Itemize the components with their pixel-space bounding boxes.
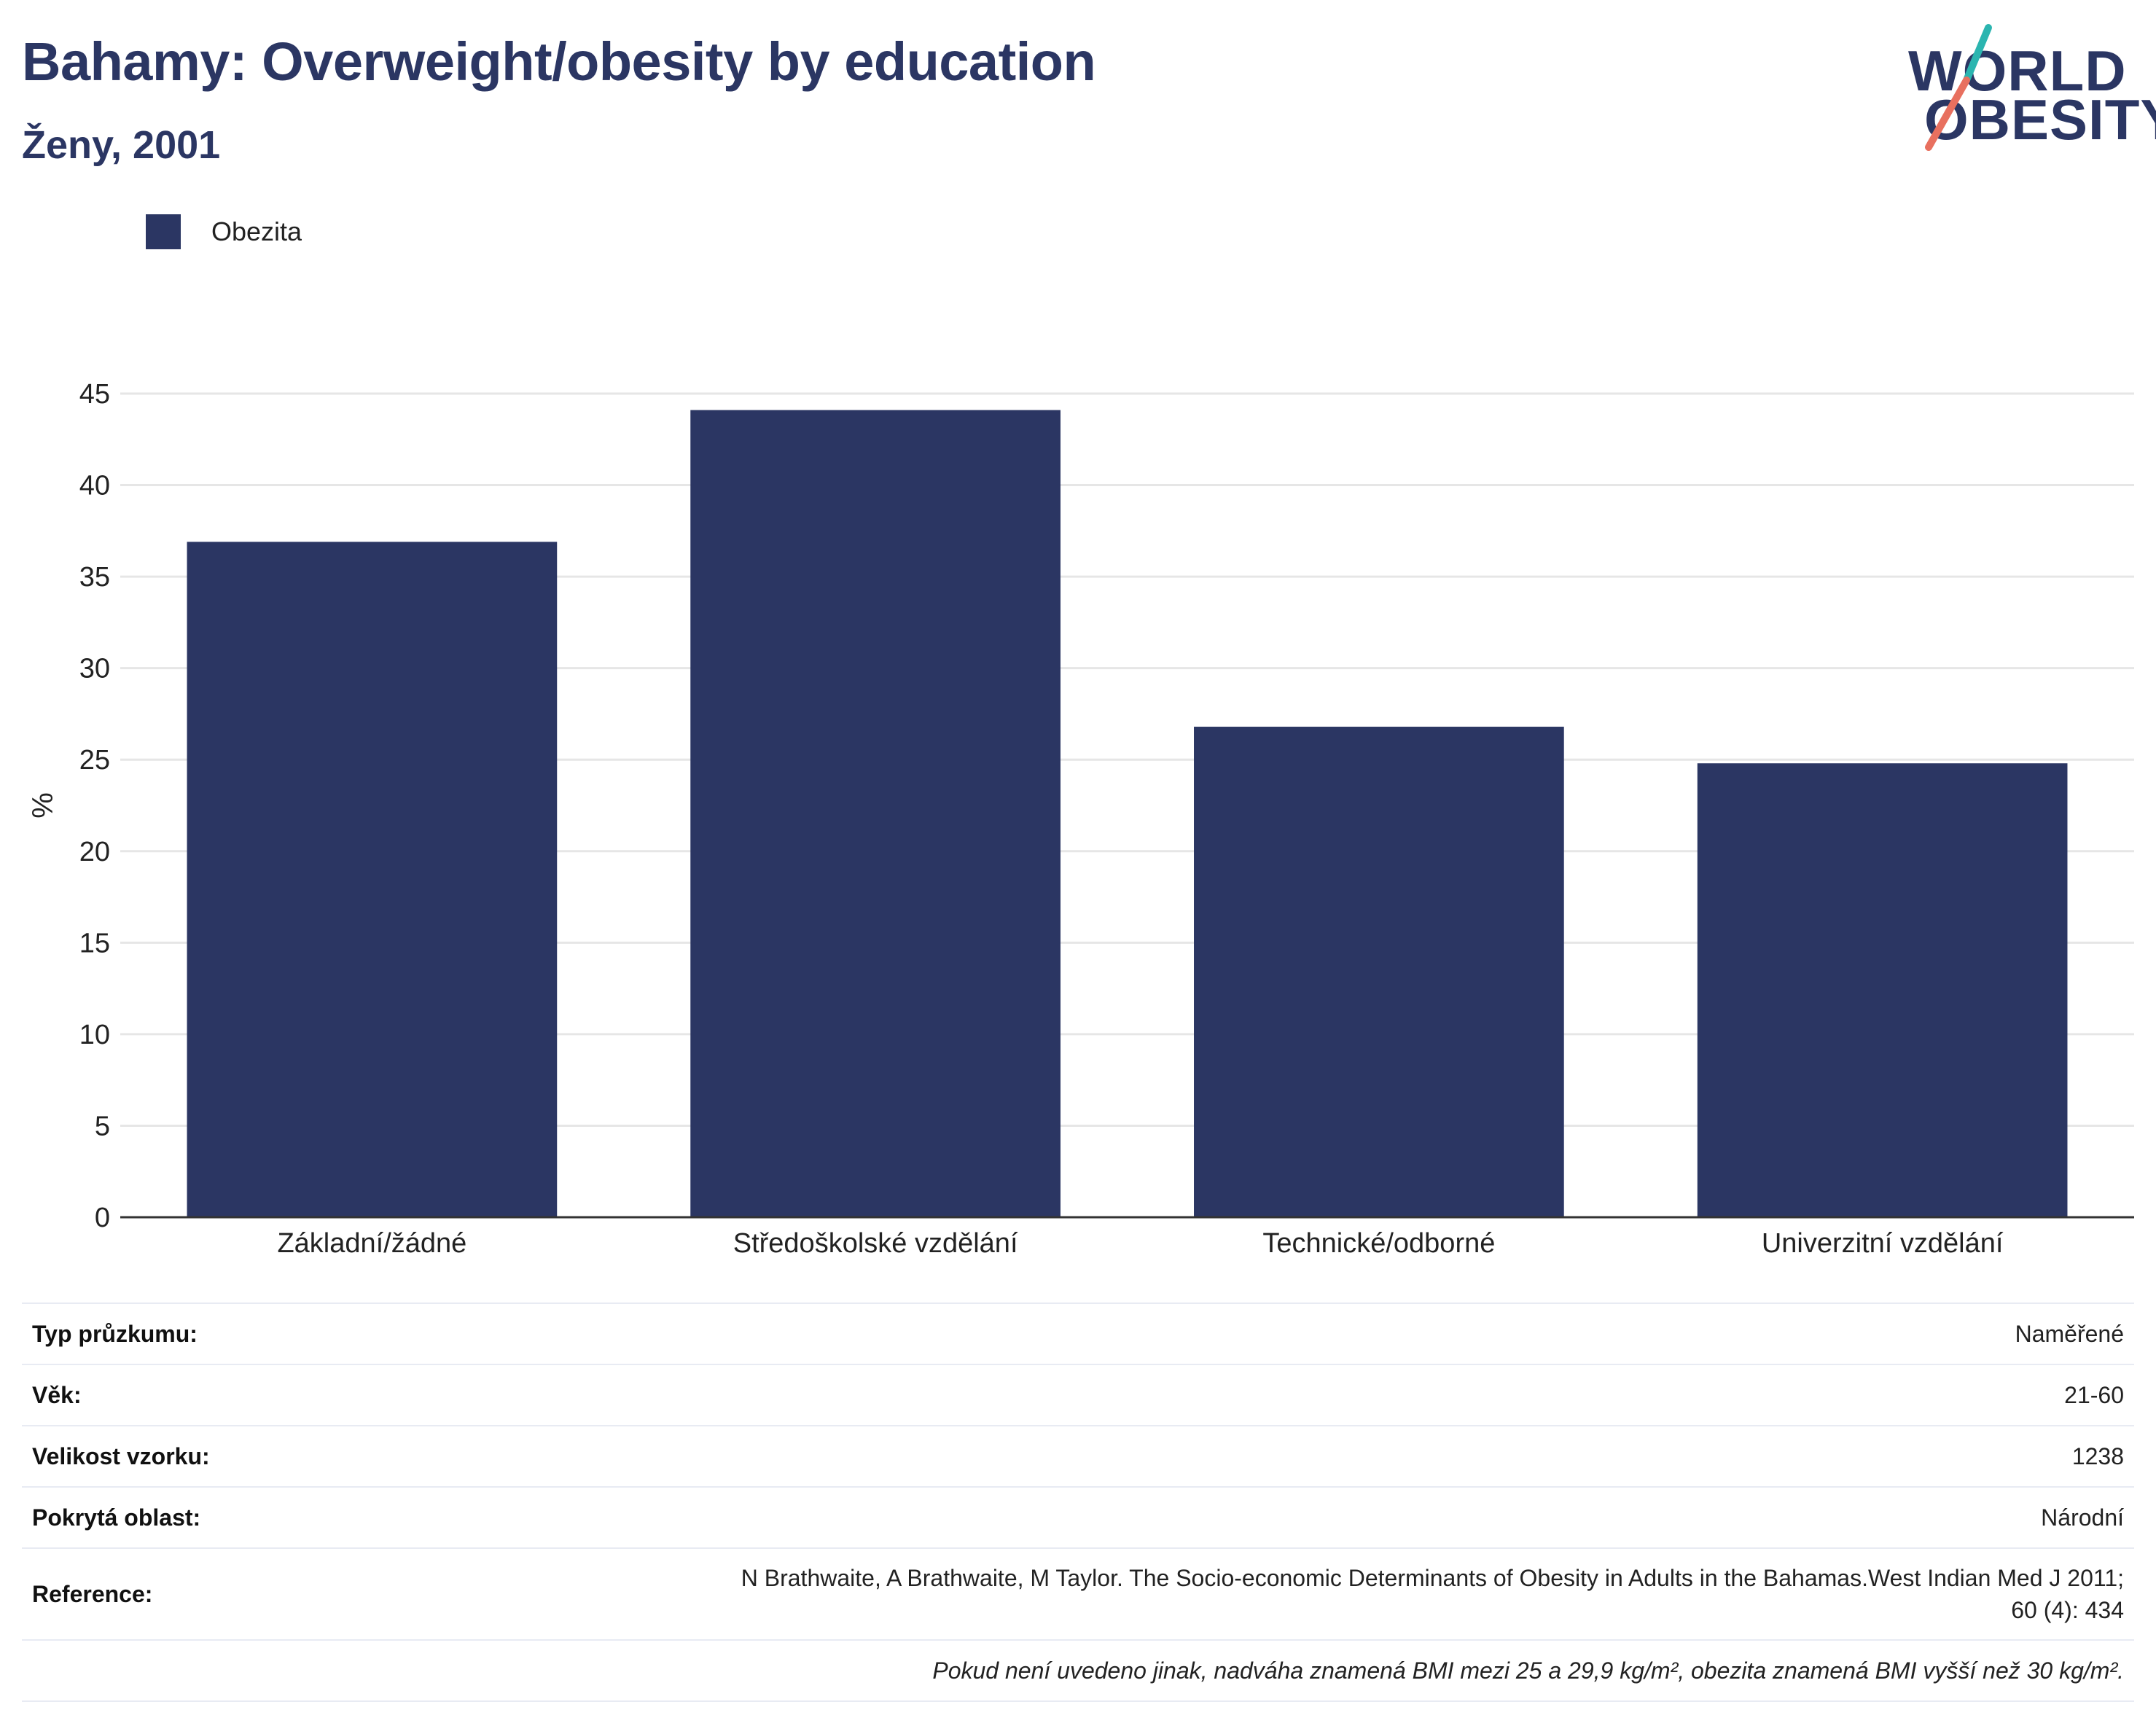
y-tick-label: 45 <box>79 379 110 410</box>
reference-value: N Brathwaite, A Brathwaite, M Taylor. Th… <box>480 1547 2134 1640</box>
x-tick-label: Středoškolské vzdělání <box>733 1228 1018 1259</box>
bar-chart: 0 5 10 15 20 25 30 35 40 45% Základní/žádné Středoš… <box>0 350 2156 1268</box>
logo-line-1: WORLD <box>1908 39 2127 103</box>
y-tick-label: 5 <box>95 1111 110 1141</box>
y-tick-label: 10 <box>79 1020 110 1050</box>
info-label: Věk: <box>22 1364 480 1426</box>
info-label: Typ průzkumu: <box>22 1303 480 1364</box>
reference-row: Reference: N Brathwaite, A Brathwaite, M… <box>22 1547 2134 1640</box>
y-tick-label: 35 <box>79 562 110 593</box>
y-axis-label: % <box>27 792 59 819</box>
reference-line-1: N Brathwaite, A Brathwaite, M Taylor. Th… <box>741 1565 2124 1591</box>
y-tick-label: 0 <box>95 1203 110 1233</box>
legend-swatch-obezita[interactable] <box>146 214 181 249</box>
reference-label: Reference: <box>22 1547 480 1640</box>
info-label: Velikost vzorku: <box>22 1425 480 1487</box>
chart-subtitle: Ženy, 2001 <box>22 123 221 167</box>
info-row: Věk: 21-60 <box>22 1364 2134 1426</box>
bar[interactable] <box>187 542 558 1217</box>
bar[interactable] <box>1194 727 1564 1217</box>
logo-line-2: OBESITY <box>1924 87 2156 152</box>
y-tick-label: 20 <box>79 837 110 867</box>
info-value: 1238 <box>480 1425 2134 1487</box>
y-tick-label: 40 <box>79 471 110 501</box>
logo-slash-icon <box>1925 24 1992 151</box>
bar[interactable] <box>1697 763 2068 1217</box>
info-value: Národní <box>480 1486 2134 1548</box>
info-row: Typ průzkumu: Naměřené <box>22 1303 2134 1364</box>
reference-line-2: 60 (4): 434 <box>2011 1597 2124 1623</box>
legend: Obezita <box>146 214 302 249</box>
bmi-note: Pokud není uvedeno jinak, nadváha znamen… <box>22 1639 2134 1702</box>
x-tick-label: Univerzitní vzdělání <box>1762 1228 2004 1259</box>
x-tick-label: Technické/odborné <box>1262 1228 1495 1259</box>
x-tick-label: Základní/žádné <box>277 1228 466 1259</box>
note-row: Pokud není uvedeno jinak, nadváha znamen… <box>22 1639 2134 1702</box>
y-tick-label: 15 <box>79 928 110 958</box>
info-value: 21-60 <box>480 1364 2134 1426</box>
bar[interactable] <box>690 410 1061 1217</box>
legend-label-obezita: Obezita <box>211 216 302 246</box>
info-row: Pokrytá oblast: Národní <box>22 1486 2134 1548</box>
world-obesity-logo[interactable]: WORLD OBESITY <box>1895 22 2156 153</box>
chart-svg: 0 5 10 15 20 25 30 35 40 45% Základní/žádné Středoš… <box>27 379 2134 1259</box>
chart-title: Bahamy: Overweight/obesity by education <box>22 31 1096 92</box>
y-tick-label: 25 <box>79 745 110 776</box>
info-row: Velikost vzorku: 1238 <box>22 1425 2134 1487</box>
info-value: Naměřené <box>480 1303 2134 1364</box>
survey-info-table: Typ průzkumu: Naměřené Věk: 21-60 Veliko… <box>22 1303 2134 1702</box>
y-tick-label: 30 <box>79 654 110 684</box>
info-label: Pokrytá oblast: <box>22 1486 480 1548</box>
